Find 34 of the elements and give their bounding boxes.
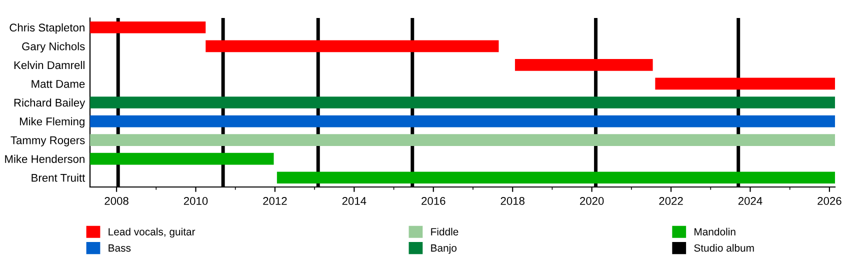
y-tick-label: Gary Nichols [22,42,85,52]
legend-label: Banjo [431,244,457,254]
bar [655,78,835,90]
y-tick-label: Matt Dame [32,80,85,88]
bar [514,59,653,71]
x-tick-label: 2016 [422,197,446,205]
bar [90,96,835,108]
bar [90,152,274,165]
legend-label: Fiddle [431,228,458,236]
bar [90,21,206,34]
x-tick-label: 2008 [104,197,128,205]
bar [276,172,835,184]
x-tick-label: 2022 [659,197,683,205]
y-tick-label: Mike Henderson [5,154,84,163]
legend-label: Mandolin [694,228,736,236]
y-tick-label: Richard Bailey [14,98,86,109]
y-tick-label: Mike Fleming [20,117,84,128]
y-tick-label: Tammy Rogers [10,136,85,146]
bar [90,134,835,146]
y-tick-label: Chris Stapleton [10,23,84,34]
x-tick-label: 2012 [263,197,287,205]
x-tick-label: 2018 [500,197,524,205]
x-tick-label: 2024 [738,197,762,205]
x-tick-label: 2026 [818,197,842,205]
legend-label: Bass [108,244,131,252]
x-tick-label: 2014 [342,197,366,205]
bar [206,40,499,52]
y-tick-label: Brent Truitt [32,174,86,182]
legend-label: Lead vocals, guitar [108,228,196,238]
x-tick-label: 2010 [184,197,208,205]
bar [90,115,835,128]
y-tick-label: Kelvin Damrell [14,60,84,70]
x-tick-label: 2020 [580,197,604,205]
legend-label: Studio album [694,244,754,252]
